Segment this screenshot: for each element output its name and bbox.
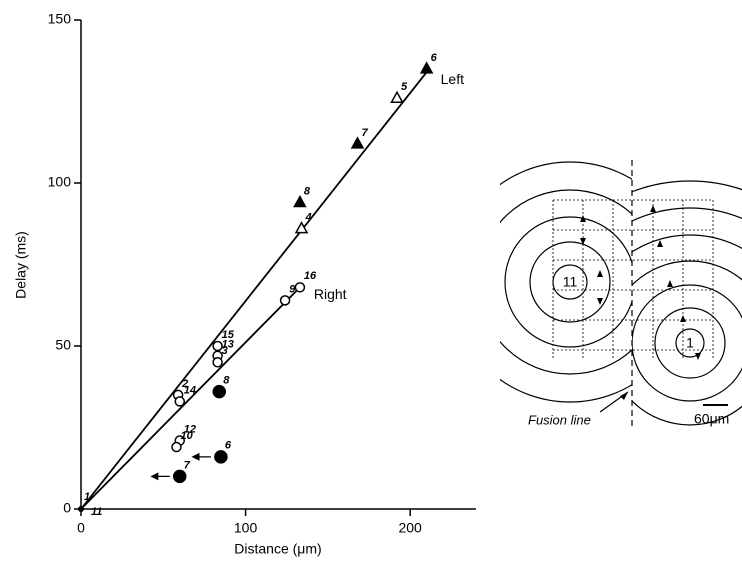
fusion-label: Fusion line xyxy=(528,412,591,427)
point xyxy=(212,340,223,352)
point-label: 9 xyxy=(289,283,296,295)
point xyxy=(171,441,182,453)
point-label: 7 xyxy=(184,459,191,471)
point-label: 8 xyxy=(223,375,230,387)
origin-label: 11 xyxy=(91,506,102,518)
x-tick-label: 100 xyxy=(234,520,258,536)
diagram xyxy=(500,160,742,428)
point xyxy=(174,396,185,407)
point-label: 8 xyxy=(304,185,311,197)
point xyxy=(279,295,291,306)
arrow xyxy=(191,452,211,461)
point xyxy=(212,384,226,399)
origin-label: 1 xyxy=(84,491,90,503)
y-tick-label: 50 xyxy=(55,337,71,353)
point-label: 7 xyxy=(362,127,369,139)
x-tick-label: 200 xyxy=(398,520,422,536)
point xyxy=(293,195,307,208)
point-label: 3 xyxy=(222,345,228,357)
point xyxy=(350,136,365,149)
point-label: 13 xyxy=(222,339,234,351)
center-label: 11 xyxy=(563,274,578,290)
point xyxy=(173,469,187,484)
y-axis-label: Delay (ms) xyxy=(13,231,29,299)
point xyxy=(214,450,228,464)
point-label: 4 xyxy=(305,212,312,224)
point xyxy=(419,61,434,74)
point xyxy=(212,357,223,368)
x-tick-label: 0 xyxy=(77,520,85,536)
point-label: 2 xyxy=(181,378,188,390)
point-label: 15 xyxy=(222,329,235,341)
y-tick-label: 150 xyxy=(48,11,72,27)
arrow xyxy=(150,472,170,481)
scale-label: 60μm xyxy=(694,411,729,427)
point-label: 14 xyxy=(184,384,196,396)
point-label: 5 xyxy=(401,81,408,93)
point-label: 6 xyxy=(225,440,232,452)
point-label: 6 xyxy=(431,52,438,64)
y-tick-label: 0 xyxy=(63,500,71,516)
origin-point xyxy=(78,506,84,512)
y-tick-label: 100 xyxy=(48,174,72,190)
x-axis-label: Distance (μm) xyxy=(234,541,321,557)
center-label: 1 xyxy=(686,335,694,351)
fit-line xyxy=(80,71,428,510)
point-label: 16 xyxy=(304,270,317,282)
line-label: Right xyxy=(314,286,347,302)
point xyxy=(294,221,309,234)
line-label: Left xyxy=(441,71,464,87)
point xyxy=(390,90,404,103)
point-label: 10 xyxy=(180,430,193,442)
point xyxy=(294,282,306,293)
point-label: 12 xyxy=(184,423,196,435)
fit-line xyxy=(80,286,301,510)
